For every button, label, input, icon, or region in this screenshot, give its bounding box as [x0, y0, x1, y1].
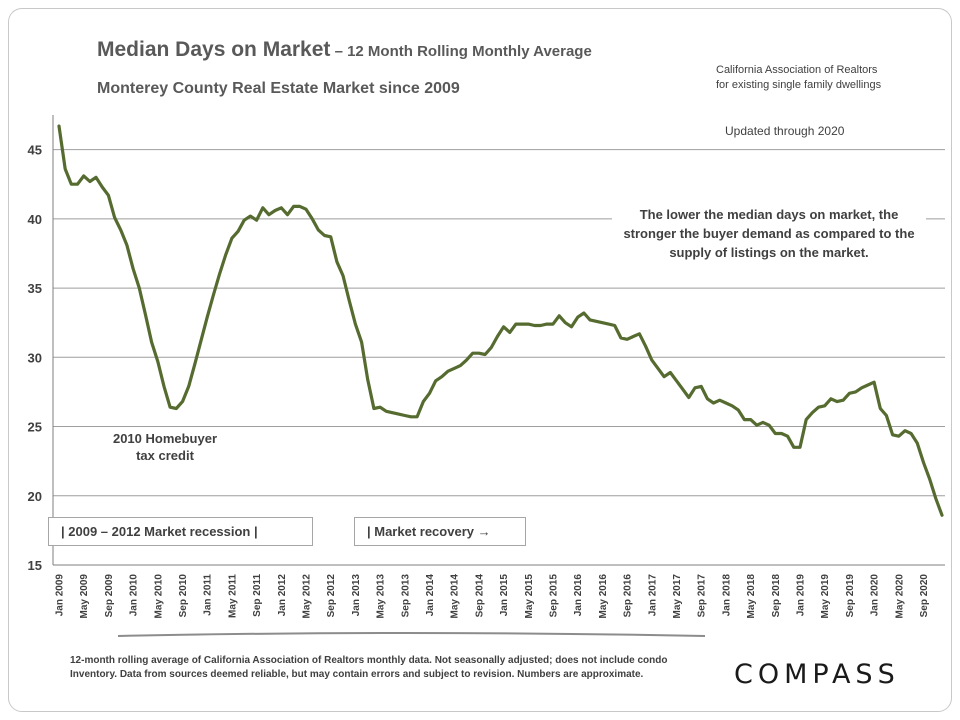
- x-tick-label: May 2018: [746, 574, 757, 619]
- updated-note: Updated through 2020: [725, 124, 845, 138]
- recession-label: | 2009 – 2012 Market recession |: [48, 517, 313, 546]
- y-tick-label: 20: [28, 489, 42, 504]
- x-tick-label: Jan 2020: [870, 574, 881, 617]
- x-tick-label: Jan 2009: [55, 574, 66, 617]
- x-tick-label: Sep 2013: [400, 574, 411, 618]
- source-line-2: for existing single family dwellings: [716, 79, 882, 91]
- x-tick-label: Sep 2014: [474, 574, 485, 618]
- x-tick-label: Jan 2014: [425, 574, 436, 617]
- x-tick-label: May 2019: [820, 574, 831, 619]
- y-tick-label: 30: [28, 350, 42, 365]
- x-tick-label: May 2011: [227, 574, 238, 618]
- x-tick-label: Sep 2019: [845, 574, 856, 618]
- x-tick-label: Jan 2016: [573, 574, 584, 617]
- x-tick-label: May 2009: [79, 574, 90, 619]
- x-axis-ticks: Jan 2009 May 2009 Sep 2009 Jan 2010 May 2010…: [55, 574, 930, 619]
- x-tick-label: May 2020: [894, 574, 905, 619]
- x-tick-label: Sep 2012: [326, 574, 337, 618]
- x-tick-label: Jan 2019: [795, 574, 806, 617]
- tax-credit-line-2: tax credit: [136, 448, 194, 463]
- source-line-1: California Association of Realtors: [716, 64, 878, 76]
- footer-divider: [117, 632, 706, 637]
- footnote: 12-month rolling average of California A…: [70, 655, 668, 680]
- x-tick-label: Sep 2018: [771, 574, 782, 618]
- x-tick-label: May 2015: [524, 574, 535, 619]
- x-tick-label: Jan 2010: [129, 574, 140, 617]
- chart-subtitle: Monterey County Real Estate Market since…: [97, 80, 460, 97]
- x-tick-label: Sep 2017: [697, 574, 708, 618]
- x-tick-label: Sep 2016: [623, 574, 634, 618]
- chart-title-sub: – 12 Month Rolling Monthly Average: [330, 43, 592, 60]
- recovery-label: | Market recovery →: [354, 517, 526, 546]
- chart-title: Median Days on Market – 12 Month Rolling…: [97, 38, 592, 62]
- source-note: California Association of Realtors for e…: [716, 63, 881, 93]
- chart-frame: [8, 8, 952, 712]
- x-tick-label: Sep 2015: [548, 574, 559, 618]
- x-tick-label: Jan 2015: [499, 574, 510, 617]
- y-tick-label: 25: [28, 420, 42, 435]
- x-tick-label: May 2010: [153, 574, 164, 619]
- series-line: [57, 124, 944, 517]
- x-tick-label: May 2014: [450, 574, 461, 619]
- x-tick-label: Jan 2013: [351, 574, 362, 617]
- y-tick-label: 45: [28, 143, 42, 158]
- y-tick-label: 35: [28, 281, 42, 296]
- x-tick-label: Sep 2011: [252, 574, 263, 617]
- grid: [53, 149, 945, 497]
- tax-credit-line-1: 2010 Homebuyer: [112, 431, 218, 446]
- x-tick-label: May 2012: [301, 574, 312, 619]
- x-tick-label: Jan 2017: [647, 574, 658, 617]
- y-axis-ticks: 15 20 25 30 35 40 45: [28, 143, 42, 573]
- y-tick-label: 15: [28, 558, 42, 573]
- x-tick-label: Jan 2012: [277, 574, 288, 617]
- chart-title-main: Median Days on Market: [97, 38, 331, 61]
- x-axis: [52, 115, 945, 566]
- x-tick-label: May 2016: [598, 574, 609, 619]
- x-tick-label: Sep 2020: [919, 574, 930, 618]
- x-tick-label: May 2017: [672, 574, 683, 619]
- x-tick-label: Jan 2011: [203, 574, 214, 616]
- annotation-note: The lower the median days on market, the…: [612, 205, 926, 262]
- annotation-tax-credit: 2010 Homebuyer tax credit: [90, 430, 240, 464]
- x-tick-label: Jan 2018: [721, 574, 732, 617]
- x-tick-label: Sep 2009: [104, 574, 115, 618]
- y-tick-label: 40: [28, 212, 42, 227]
- compass-logo: COMPASS: [734, 659, 900, 690]
- x-tick-label: May 2013: [376, 574, 387, 619]
- x-tick-label: Sep 2010: [178, 574, 189, 618]
